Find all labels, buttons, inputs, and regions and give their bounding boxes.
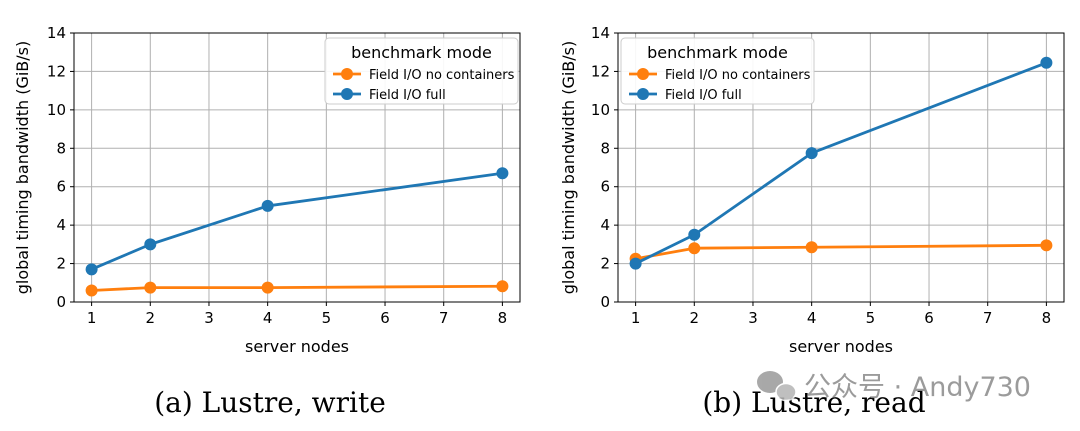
legend-entry: Field I/O no containers <box>333 68 515 83</box>
y-axis-ticks: 0 2 4 6 8 10 12 14 <box>47 24 74 311</box>
data-point <box>688 242 701 255</box>
y-tick-label: 12 <box>47 62 66 80</box>
series-line <box>91 171 503 271</box>
x-tick-label: 5 <box>866 309 876 327</box>
series-full <box>629 56 1053 270</box>
watermark: 公众号 · Andy730 <box>757 371 1031 403</box>
x-tick-label: 6 <box>380 309 390 327</box>
legend-box <box>620 37 815 105</box>
wechat-icon <box>757 371 797 402</box>
data-point <box>496 167 509 180</box>
y-tick-label: 8 <box>600 139 610 157</box>
data-point <box>629 257 642 270</box>
x-tick-label: 5 <box>322 309 332 327</box>
y-tick-label: 12 <box>591 62 610 80</box>
x-tick-label: 7 <box>439 309 449 327</box>
legend-label: Field I/O no containers <box>665 68 811 83</box>
x-axis-ticks: 1 2 3 4 5 6 7 8 <box>87 302 507 327</box>
y-tick-label: 2 <box>56 255 66 273</box>
x-tick-label: 7 <box>983 309 993 327</box>
data-point <box>1040 239 1053 252</box>
x-axis-label: server nodes <box>245 337 349 356</box>
data-point <box>1040 56 1053 69</box>
data-point <box>85 263 98 276</box>
series-line <box>634 61 1047 265</box>
y-tick-label: 4 <box>600 216 610 234</box>
series-no-containers <box>85 280 509 297</box>
legend: benchmark mode Field I/O no containers Fie… <box>620 37 815 105</box>
x-tick-label: 3 <box>204 309 214 327</box>
y-tick-label: 6 <box>56 178 66 196</box>
y-tick-label: 2 <box>600 255 610 273</box>
legend-marker <box>341 88 353 100</box>
y-tick-label: 10 <box>591 101 610 119</box>
data-point <box>85 284 98 297</box>
legend-marker <box>637 88 649 100</box>
series-no-containers <box>629 239 1053 265</box>
legend-marker <box>637 68 649 80</box>
axes-frame <box>617 32 1065 303</box>
legend-label: Field I/O full <box>369 88 446 103</box>
y-axis-label: global timing bandwidth (GiB/s) <box>13 41 32 295</box>
legend: benchmark mode Field I/O no containers Fie… <box>324 37 519 105</box>
x-tick-label: 4 <box>807 309 817 327</box>
series-line <box>635 243 1047 261</box>
legend-label: Field I/O full <box>665 88 742 103</box>
x-tick-label: 1 <box>87 309 97 327</box>
axes-frame <box>73 32 521 303</box>
watermark-text: 公众号 · Andy730 <box>804 372 1031 403</box>
data-point <box>261 199 274 212</box>
x-tick-label: 3 <box>748 309 758 327</box>
x-tick-label: 2 <box>146 309 156 327</box>
legend-box <box>324 37 519 105</box>
x-tick-label: 8 <box>498 309 508 327</box>
data-point <box>805 241 818 254</box>
y-tick-label: 4 <box>56 216 66 234</box>
legend-title: benchmark mode <box>351 43 492 62</box>
y-axis-label: global timing bandwidth (GiB/s) <box>559 41 578 295</box>
legend-entry: Field I/O no containers <box>629 68 811 83</box>
series-line <box>91 284 503 292</box>
y-axis-ticks: 0 2 4 6 8 10 12 14 <box>591 24 618 311</box>
series-full <box>85 167 509 276</box>
data-point <box>688 228 701 241</box>
y-tick-label: 14 <box>591 24 610 42</box>
data-point <box>144 281 157 294</box>
x-tick-label: 8 <box>1042 309 1052 327</box>
y-tick-label: 10 <box>47 101 66 119</box>
y-tick-label: 6 <box>600 178 610 196</box>
y-tick-label: 8 <box>56 139 66 157</box>
data-point <box>496 280 509 293</box>
x-tick-label: 1 <box>631 309 641 327</box>
data-point <box>805 147 818 160</box>
wechat-bubble-small <box>775 382 797 402</box>
y-tick-label: 14 <box>47 24 66 42</box>
data-point <box>261 281 274 294</box>
x-axis-label: server nodes <box>789 337 893 356</box>
legend-entry: Field I/O full <box>333 88 446 103</box>
y-tick-label: 0 <box>56 293 66 311</box>
legend-entry: Field I/O full <box>629 88 742 103</box>
wechat-bubble-large <box>757 371 783 393</box>
y-tick-label: 0 <box>600 293 610 311</box>
legend-label: Field I/O no containers <box>369 68 515 83</box>
caption-a: (a) Lustre, write <box>154 386 386 419</box>
legend-marker <box>341 68 353 80</box>
x-tick-label: 6 <box>924 309 934 327</box>
caption-b: (b) Lustre, read <box>702 386 925 419</box>
legend-title: benchmark mode <box>647 43 788 62</box>
x-tick-label: 2 <box>690 309 700 327</box>
x-tick-label: 4 <box>263 309 273 327</box>
x-axis-ticks: 1 2 3 4 5 6 7 8 <box>631 302 1051 327</box>
data-point <box>144 238 157 251</box>
